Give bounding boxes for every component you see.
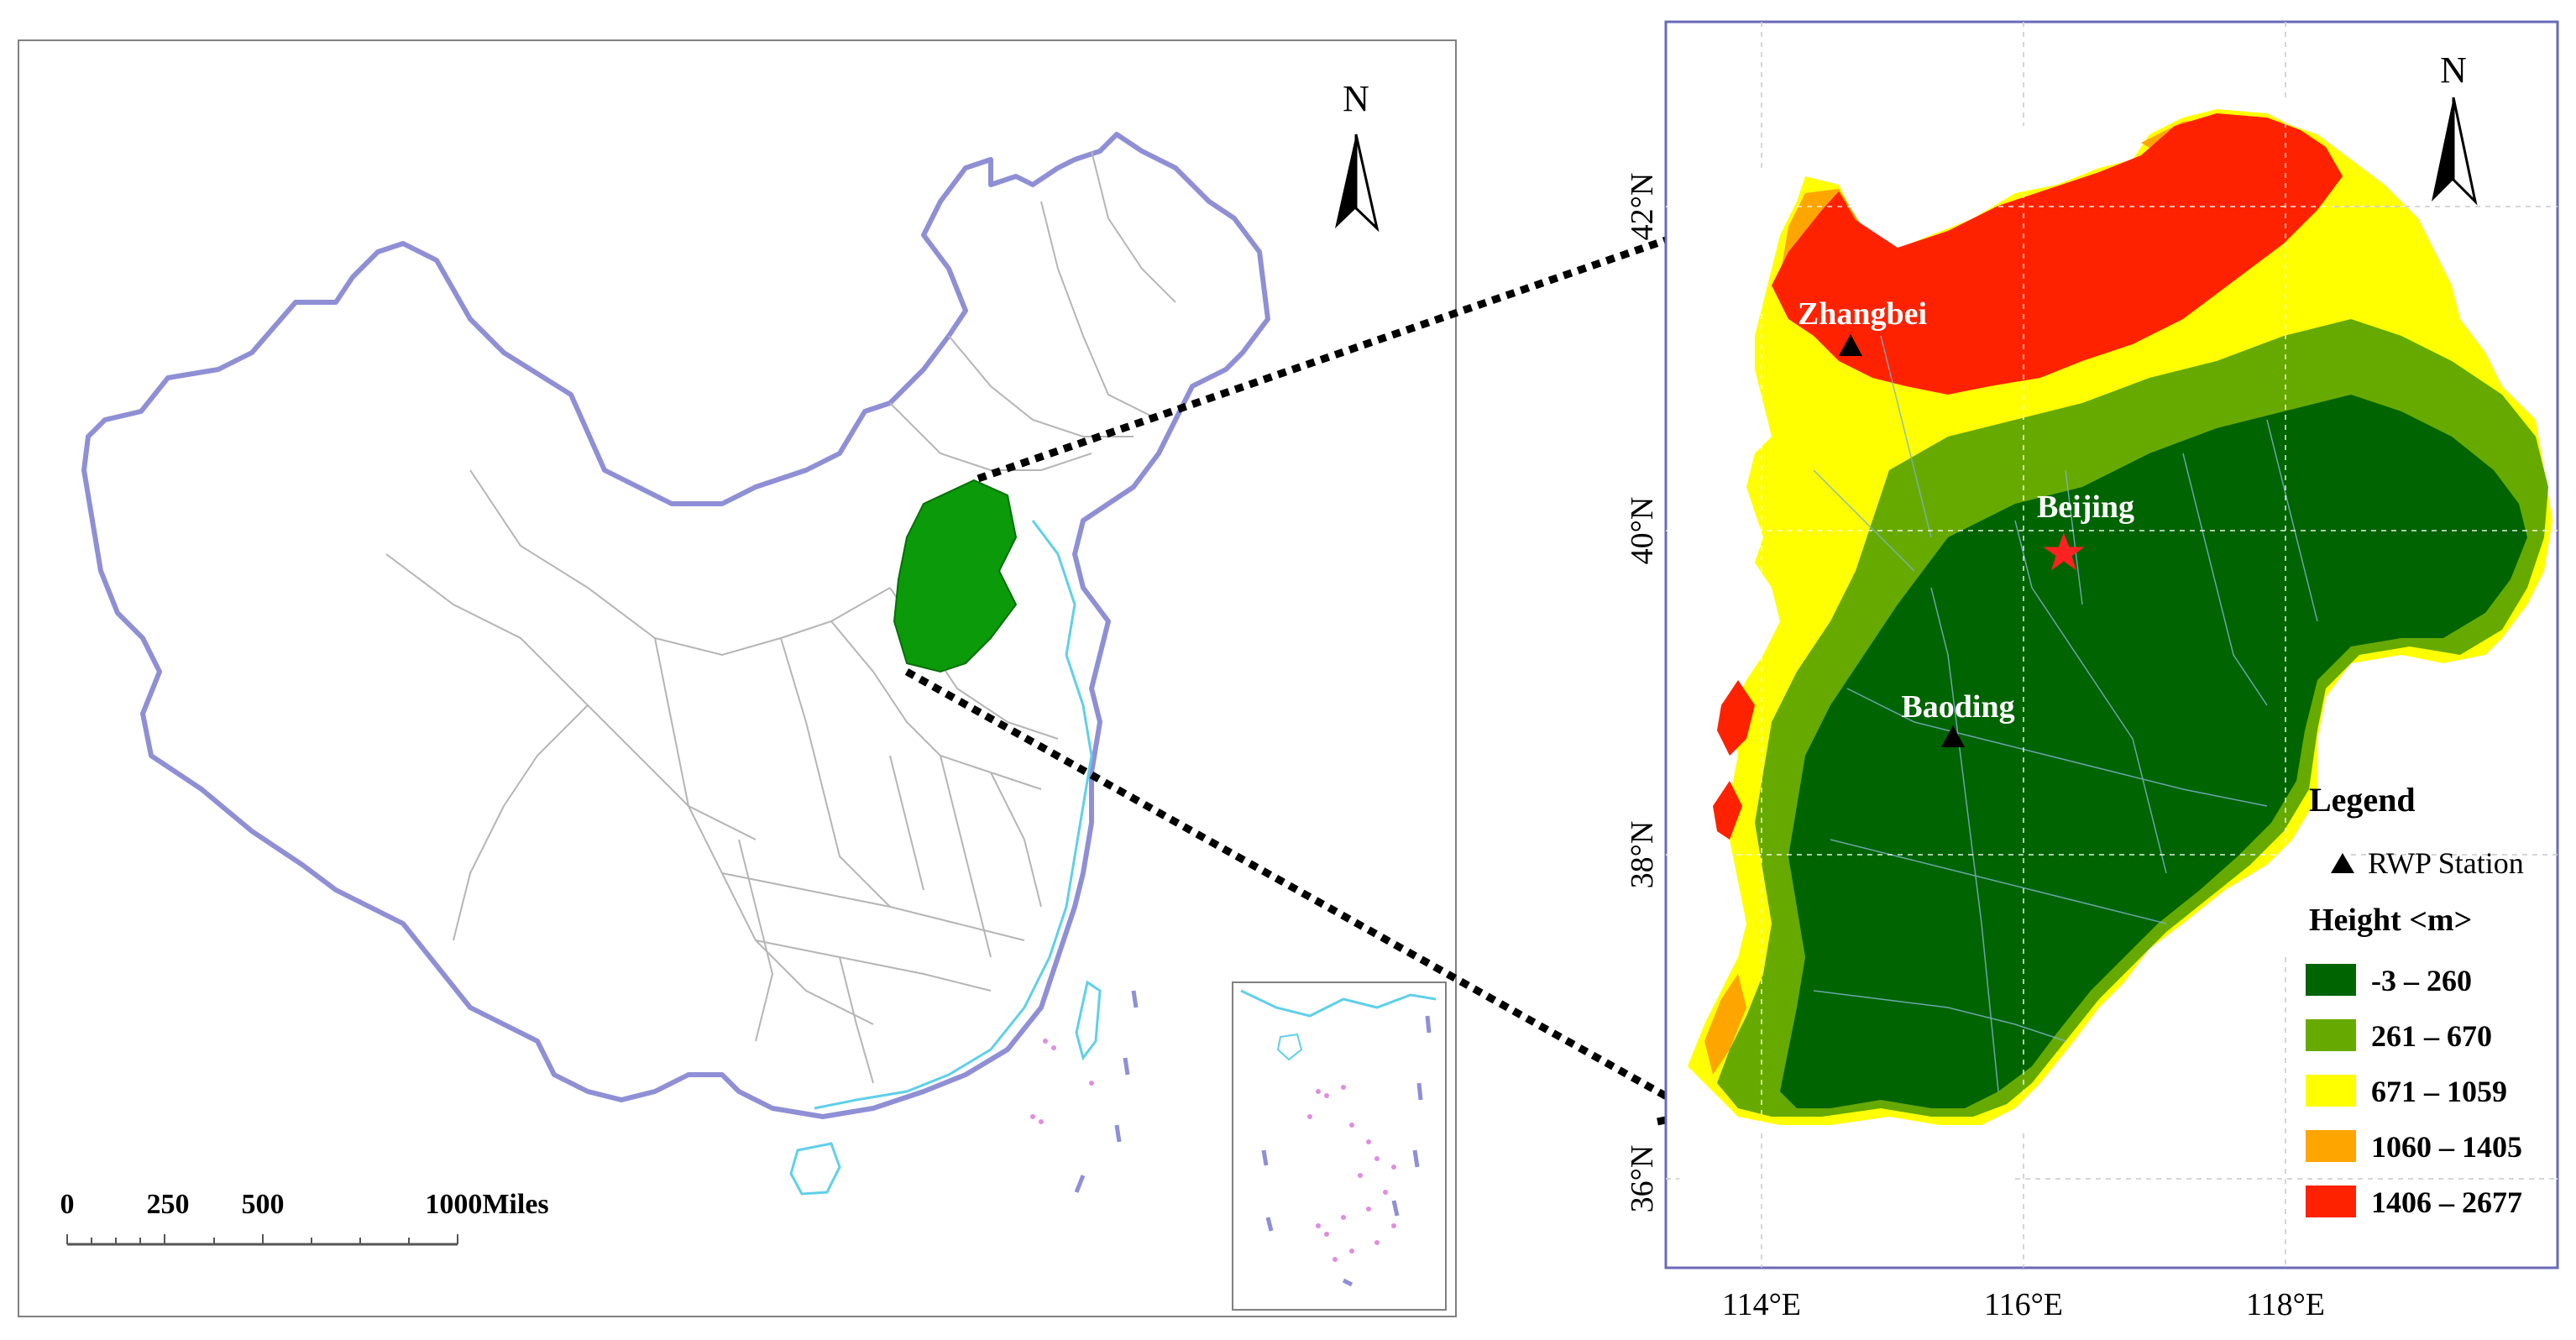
china-outline xyxy=(81,132,1270,1119)
beijing-label: Beijing xyxy=(2037,489,2134,525)
lat-label-38: 38°N xyxy=(1625,821,1660,889)
hainan-island xyxy=(789,1142,841,1196)
legend-swatch-5 xyxy=(2306,1186,2356,1217)
scale-tick-250: 250 xyxy=(147,1189,190,1220)
elevation-dark-green xyxy=(1780,395,2527,1108)
coastline xyxy=(814,520,1093,1110)
lat-label-42: 42°N xyxy=(1625,173,1660,241)
bohai-sea xyxy=(2326,655,2511,798)
lon-label-118: 118°E xyxy=(2246,1287,2325,1322)
lat-label-36: 36°N xyxy=(1625,1145,1660,1213)
legend-class-1: -3 – 260 xyxy=(2371,964,2472,997)
legend-title: Legend xyxy=(2309,781,2416,819)
connector-arrow-bottom xyxy=(904,668,1690,1112)
legend-station-label: RWP Station xyxy=(2368,846,2524,880)
beijing-star-icon xyxy=(2043,532,2085,571)
legend-class-4: 1060 – 1405 xyxy=(2371,1130,2522,1164)
south-china-sea-inset xyxy=(1232,981,1447,1311)
scale-bar: 0 250 500 1000Miles xyxy=(60,1189,549,1246)
taiwan-island xyxy=(1075,980,1102,1061)
legend-swatch-4 xyxy=(2306,1130,2356,1162)
nine-dash-line xyxy=(1074,990,1139,1193)
connector-arrows xyxy=(904,191,1798,1112)
baoding-station-icon xyxy=(1941,725,1965,747)
legend-class-3: 671 – 1059 xyxy=(2371,1075,2507,1108)
inset-coast xyxy=(1240,989,1437,1018)
north-arrow-right: N xyxy=(2432,50,2478,206)
legend-swatch-1 xyxy=(2306,964,2356,996)
inset-hainan xyxy=(1276,1033,1303,1061)
north-arrow-left: N xyxy=(1335,78,1380,233)
legend-station-icon xyxy=(2331,853,2354,873)
lon-label-116: 116°E xyxy=(1984,1287,2063,1322)
legend-swatch-2 xyxy=(2306,1019,2356,1051)
hebei-highlight xyxy=(893,479,1018,673)
zhangbei-label: Zhangbei xyxy=(1798,296,1927,332)
inset-islands xyxy=(1307,1085,1396,1262)
elevation-map xyxy=(1688,109,2552,1125)
legend-class-5: 1406 – 2677 xyxy=(2371,1186,2522,1219)
legend-height-title: Height <m> xyxy=(2309,903,2472,938)
zhangbei-station-icon xyxy=(1839,334,1862,356)
baoding-label: Baoding xyxy=(1901,689,2014,725)
scale-tick-1000: 1000Miles xyxy=(425,1189,548,1220)
connector-arrow-top xyxy=(976,191,1798,483)
graticule-outside xyxy=(1666,22,2558,1268)
lon-label-114: 114°E xyxy=(1722,1287,1801,1322)
scale-tick-500: 500 xyxy=(242,1189,285,1220)
scale-tick-0: 0 xyxy=(60,1189,75,1220)
legend: Legend RWP Station Height <m> -3 – 260 2… xyxy=(2306,781,2524,1219)
county-boundaries xyxy=(1813,335,2318,1092)
legend-swatch-3 xyxy=(2306,1075,2356,1107)
province-boundaries xyxy=(385,150,1176,1084)
inset-dashes xyxy=(1261,1015,1432,1287)
north-label-left: N xyxy=(1343,78,1369,119)
scattered-islands xyxy=(1030,1039,1094,1124)
north-label-right: N xyxy=(2440,50,2467,91)
legend-class-2: 261 – 670 xyxy=(2371,1019,2492,1053)
elevation-red xyxy=(1772,113,2343,395)
lat-label-40: 40°N xyxy=(1625,497,1660,565)
